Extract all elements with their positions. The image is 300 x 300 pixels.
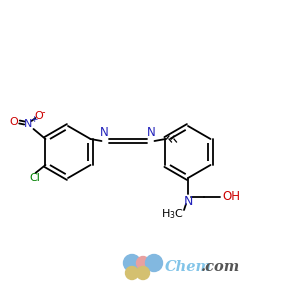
Circle shape: [146, 254, 163, 272]
Circle shape: [136, 256, 149, 269]
Circle shape: [124, 254, 140, 272]
Text: +: +: [30, 116, 37, 124]
Text: O: O: [34, 111, 43, 121]
Text: N: N: [100, 126, 109, 139]
Circle shape: [136, 266, 149, 280]
Text: N: N: [147, 126, 156, 139]
Text: N: N: [24, 119, 33, 129]
Text: Chem: Chem: [165, 260, 212, 274]
Text: H$_3$C: H$_3$C: [160, 207, 184, 221]
Text: O: O: [9, 117, 18, 127]
Text: OH: OH: [222, 190, 240, 203]
Text: .com: .com: [201, 260, 240, 274]
Text: N: N: [183, 195, 193, 208]
Text: Cl: Cl: [29, 173, 40, 183]
Circle shape: [125, 266, 139, 280]
Text: -: -: [42, 107, 45, 117]
